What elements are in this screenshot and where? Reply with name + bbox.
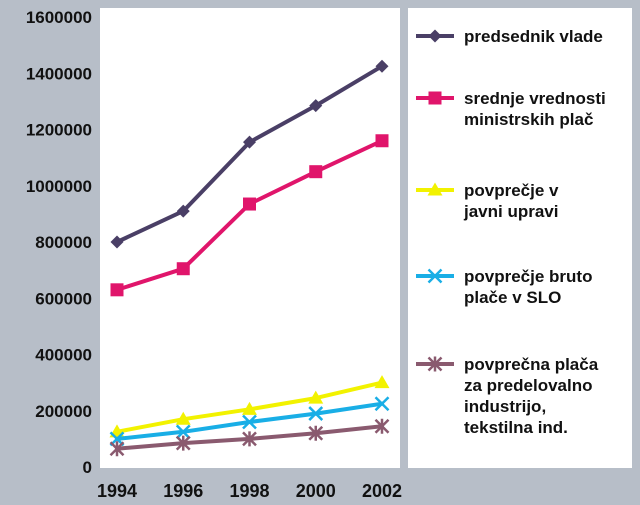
data-point-square <box>110 283 124 297</box>
series-2 <box>110 134 389 297</box>
data-point-x <box>374 396 390 412</box>
data-point-diamond <box>110 235 124 249</box>
legend-label: povprečje bruto plače v SLO <box>464 267 592 307</box>
data-point-diamond <box>309 99 323 113</box>
y-tick-label: 1400000 <box>26 64 92 83</box>
plot-area <box>100 8 400 468</box>
legend-group: predsednik vlade srednje vrednosti ministr… <box>416 27 606 437</box>
y-tick-label: 400000 <box>35 346 92 365</box>
data-point-triangle <box>374 375 390 389</box>
y-tick-label: 0 <box>83 458 92 477</box>
data-point-x <box>427 268 443 284</box>
legend-label: povprečje v javni upravi <box>463 181 559 221</box>
data-point-diamond <box>176 204 190 218</box>
data-point-x <box>242 414 257 430</box>
data-point-x <box>308 406 324 421</box>
legend-item-4: povprečje bruto plače v SLO <box>416 267 592 307</box>
series-5 <box>109 418 390 457</box>
x-tick-label: 2002 <box>362 481 402 501</box>
legend-label: srednje vrednosti ministrskih plač <box>464 89 606 129</box>
y-tick-label: 1000000 <box>26 177 92 196</box>
legend-label: povprečna plača za predelovalno industrijo… <box>464 355 599 437</box>
data-point-square <box>375 134 389 148</box>
data-point-diamond <box>428 29 442 43</box>
y-tick-label: 200000 <box>35 402 92 421</box>
series-group <box>109 59 390 457</box>
data-point-square <box>309 165 323 179</box>
data-point-asterisk <box>308 425 324 441</box>
series-1 <box>110 59 389 249</box>
data-point-square <box>243 197 256 211</box>
legend-item-1: predsednik vlade <box>416 27 603 46</box>
data-point-diamond <box>375 59 389 73</box>
y-tick-label: 600000 <box>35 289 92 308</box>
legend-item-2: srednje vrednosti ministrskih plač <box>416 89 606 129</box>
data-point-asterisk <box>109 441 125 457</box>
data-point-x <box>175 424 191 440</box>
y-tick-label: 800000 <box>35 233 92 252</box>
x-tick-label: 1998 <box>229 481 269 501</box>
legend-item-5: povprečna plača za predelovalno industrijo… <box>416 355 599 437</box>
axes-group: 0 200000 400000 600000 800000 1000000 1200000 1… <box>26 8 402 501</box>
data-point-asterisk <box>427 356 443 372</box>
data-point-diamond <box>243 135 256 149</box>
data-point-triangle <box>308 390 324 404</box>
x-tick-label: 2000 <box>296 481 336 501</box>
data-point-square <box>176 262 190 276</box>
legend-box <box>408 8 632 468</box>
legend-label: predsednik vlade <box>464 27 603 46</box>
data-point-square <box>428 91 442 105</box>
x-tick-label: 1994 <box>97 481 137 501</box>
data-point-triangle <box>242 401 257 415</box>
y-tick-label: 1200000 <box>26 121 92 140</box>
y-tick-label: 1600000 <box>26 8 92 27</box>
legend-item-3: povprečje v javni upravi <box>416 181 559 221</box>
series-4 <box>109 396 390 447</box>
x-tick-label: 1996 <box>163 481 203 501</box>
data-point-asterisk <box>242 431 257 447</box>
data-point-triangle <box>427 182 443 196</box>
data-point-triangle <box>175 411 191 425</box>
data-point-asterisk <box>175 435 191 451</box>
data-point-asterisk <box>374 418 390 434</box>
